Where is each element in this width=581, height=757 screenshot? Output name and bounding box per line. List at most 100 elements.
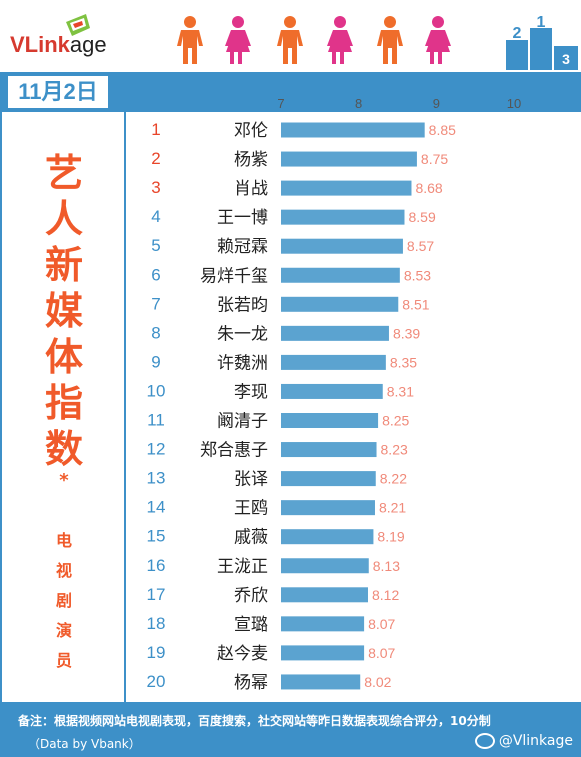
bar	[281, 209, 405, 225]
rank-label: 4	[151, 207, 160, 226]
rank-label: 20	[147, 672, 166, 691]
bar	[281, 674, 361, 690]
artist-name: 阚清子	[217, 412, 268, 432]
weibo-icon	[474, 733, 495, 749]
vertical-title: 艺 人 新 媒 体 指 数 *	[22, 150, 106, 490]
artist-name: 杨紫	[234, 150, 268, 170]
bar	[281, 587, 368, 603]
value-label: 8.59	[408, 209, 435, 225]
svg-text:1: 1	[537, 14, 546, 31]
value-label: 8.07	[368, 616, 395, 632]
artist-name: 张译	[234, 470, 268, 490]
bar	[281, 529, 374, 545]
male-figure-icon	[377, 16, 403, 64]
bar	[281, 558, 369, 574]
subtitle-char: 员	[55, 651, 72, 670]
bar	[281, 442, 377, 458]
artist-name: 杨幂	[234, 673, 268, 693]
artist-name: 许魏洲	[217, 353, 268, 373]
title-panel: 艺 人 新 媒 体 指 数 * 电 视 剧 演 员	[0, 112, 126, 702]
x-tick-label: 7	[277, 96, 284, 111]
rank-label: 5	[151, 236, 160, 255]
subtitle-char: 电	[55, 531, 72, 550]
bar	[281, 296, 399, 312]
artist-name: 王泷正	[217, 557, 268, 577]
artist-name: 赵今麦	[217, 644, 268, 664]
title-char: 指	[44, 381, 83, 425]
rank-label: 9	[151, 352, 160, 371]
bar	[281, 122, 425, 138]
rank-label: 14	[147, 498, 166, 517]
artist-name: 王鸥	[234, 499, 268, 519]
x-tick-label: 8	[355, 96, 362, 111]
artist-name: 郑合惠子	[200, 441, 268, 461]
rank-label: 6	[151, 265, 160, 284]
artist-name: 邓伦	[234, 121, 268, 141]
artist-name: 肖战	[234, 179, 268, 199]
bar	[281, 383, 383, 399]
value-label: 8.35	[390, 354, 417, 370]
artist-name: 宣璐	[234, 615, 268, 635]
title-char: 体	[44, 335, 83, 379]
x-tick-label: 9	[433, 96, 440, 111]
bar	[281, 325, 389, 341]
bar	[281, 180, 412, 196]
female-figure-icon	[425, 16, 451, 64]
bar	[281, 471, 376, 487]
bar	[281, 413, 379, 428]
subtitle-char: 视	[55, 561, 72, 580]
bar	[281, 354, 386, 370]
logo-text: VLinkage	[10, 32, 107, 58]
value-label: 8.21	[379, 500, 406, 516]
artist-name: 朱一龙	[217, 324, 268, 344]
artist-name: 戚薇	[234, 528, 268, 548]
panel-divider	[124, 112, 126, 702]
rank-label: 7	[151, 294, 160, 313]
value-label: 8.31	[387, 383, 414, 399]
male-figure-icon	[177, 16, 203, 64]
svg-text:2: 2	[513, 25, 522, 42]
subtitle-char: 演	[55, 621, 72, 640]
subtitle-char: 剧	[55, 591, 72, 610]
value-label: 8.22	[380, 471, 407, 487]
value-label: 8.12	[372, 587, 399, 603]
value-label: 8.57	[407, 238, 434, 254]
rank-label: 12	[147, 440, 166, 459]
artist-name: 赖冠霖	[217, 237, 268, 257]
header: VLinkage 2 1	[0, 0, 581, 72]
rank-label: 17	[147, 585, 166, 604]
value-label: 8.75	[421, 151, 448, 167]
rank-label: 18	[147, 614, 166, 633]
bar	[281, 645, 365, 661]
value-label: 8.68	[415, 180, 442, 196]
logo-mark-icon	[66, 14, 90, 36]
artist-name: 易烊千玺	[200, 266, 268, 286]
footer-note: 备注：根据视频网站电视剧表现，百度搜索，社交网站等昨日数据表现综合评分，10分制	[18, 714, 491, 728]
value-label: 8.02	[364, 674, 391, 690]
male-figure-icon	[277, 16, 303, 64]
rank-label: 8	[151, 323, 160, 342]
bar	[281, 616, 365, 632]
bar	[281, 151, 417, 167]
podium-icon: 2 1 3	[506, 14, 578, 70]
value-label: 8.23	[381, 442, 408, 458]
female-figure-icon	[225, 16, 251, 64]
value-label: 8.19	[377, 529, 404, 545]
rank-label: 16	[147, 556, 166, 575]
title-char: 艺	[44, 151, 83, 195]
title-char: 人	[44, 197, 83, 241]
footer-source: （Data by Vbank）	[28, 737, 141, 751]
bar	[281, 238, 403, 254]
artist-name: 张若昀	[217, 295, 268, 315]
value-label: 8.85	[429, 122, 456, 138]
handle-text: @Vlinkage	[498, 733, 573, 749]
value-label: 8.07	[368, 645, 395, 661]
vlinkage-logo: VLinkage	[10, 14, 130, 64]
weibo-handle[interactable]: @Vlinkage	[474, 733, 573, 749]
ranking-bar-chart: 7 8 9 10 1 邓伦 8.85 2 杨紫 8.75 3 肖战 8.68 4 王一博 8.59 5 赖冠霖 8.…	[147, 96, 522, 693]
bar	[281, 500, 375, 516]
rank-label: 10	[147, 381, 166, 400]
logo-suffix: age	[69, 32, 107, 57]
value-label: 8.51	[402, 296, 429, 312]
footer: 备注：根据视频网站电视剧表现，百度搜索，社交网站等昨日数据表现综合评分，10分制…	[0, 702, 581, 757]
